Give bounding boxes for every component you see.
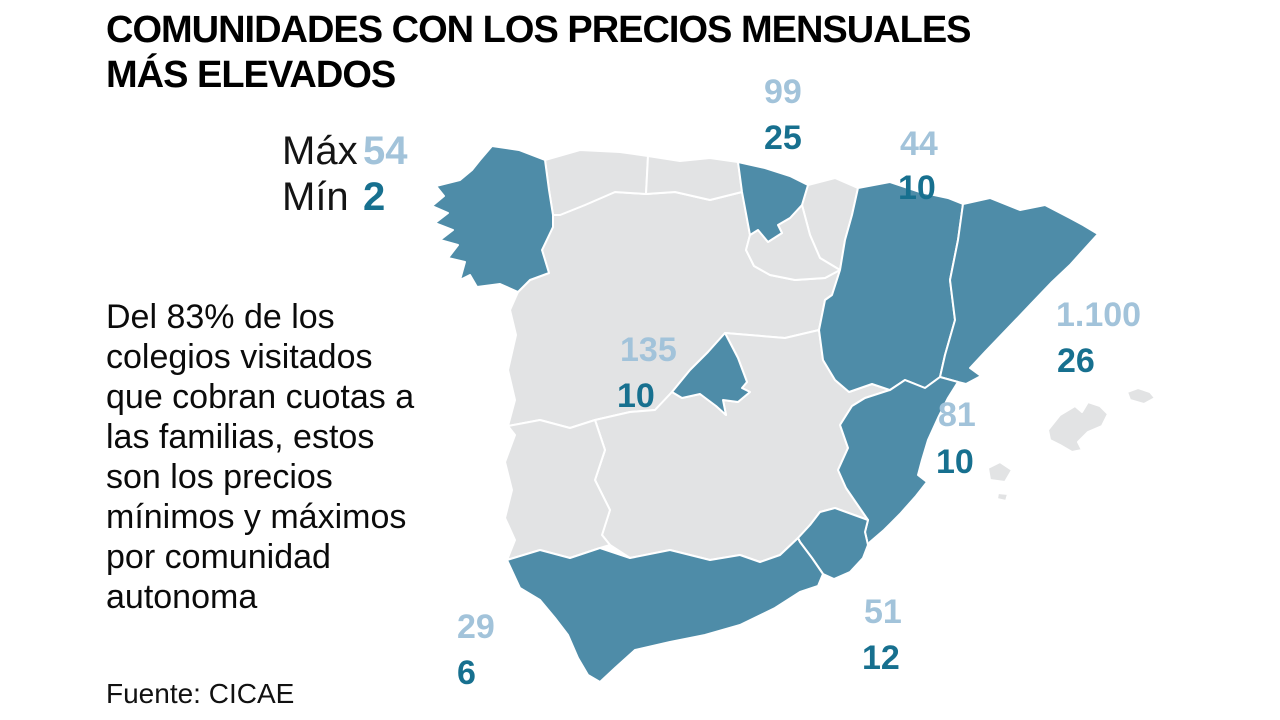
label-max-pais-vasco: 99 <box>764 73 802 111</box>
label-min-andalucia: 6 <box>457 654 476 692</box>
region-cantabria <box>645 155 743 201</box>
label-max-madrid: 135 <box>620 331 677 369</box>
page-title-line-1: COMUNIDADES CON LOS PRECIOS MENSUALES <box>106 9 972 51</box>
legend-min-value: 2 <box>363 175 386 219</box>
label-max-cataluna: 1.100 <box>1056 296 1142 334</box>
region-andalucia <box>506 537 824 683</box>
label-min-pais-vasco: 25 <box>764 119 802 157</box>
label-max-aragon: 44 <box>900 125 938 163</box>
page-title: COMUNIDADES CON LOS PRECIOS MENSUALES MÁ… <box>106 8 972 98</box>
page-title-line-2: MÁS ELEVADOS <box>106 54 396 96</box>
label-max-valencia: 81 <box>938 396 976 434</box>
label-min-murcia: 12 <box>862 639 900 677</box>
legend-min-row: Mín 2 <box>282 174 408 220</box>
label-max-andalucia: 29 <box>457 608 495 646</box>
spain-map <box>420 130 1180 700</box>
region-pais-vasco <box>737 161 809 243</box>
label-min-cataluna: 26 <box>1057 342 1095 380</box>
label-min-valencia: 10 <box>936 443 974 481</box>
region-madrid <box>671 332 751 416</box>
region-galicia <box>431 145 554 293</box>
region-extremadura <box>504 419 611 561</box>
max-min-legend: Máx 54 Mín 2 <box>282 128 408 220</box>
label-max-murcia: 51 <box>864 593 902 631</box>
legend-max-value: 54 <box>363 129 408 173</box>
source-credit: Fuente: CICAE <box>106 678 295 709</box>
region-cataluna <box>939 197 1099 385</box>
label-min-aragon: 10 <box>898 169 936 207</box>
legend-max-label: Máx <box>282 129 358 173</box>
label-min-madrid: 10 <box>617 377 655 415</box>
region-baleares <box>987 387 1156 502</box>
legend-max-row: Máx 54 <box>282 128 408 174</box>
legend-min-label: Mín <box>282 175 349 219</box>
chart-description: Del 83% de los colegios visitados que co… <box>106 298 415 616</box>
